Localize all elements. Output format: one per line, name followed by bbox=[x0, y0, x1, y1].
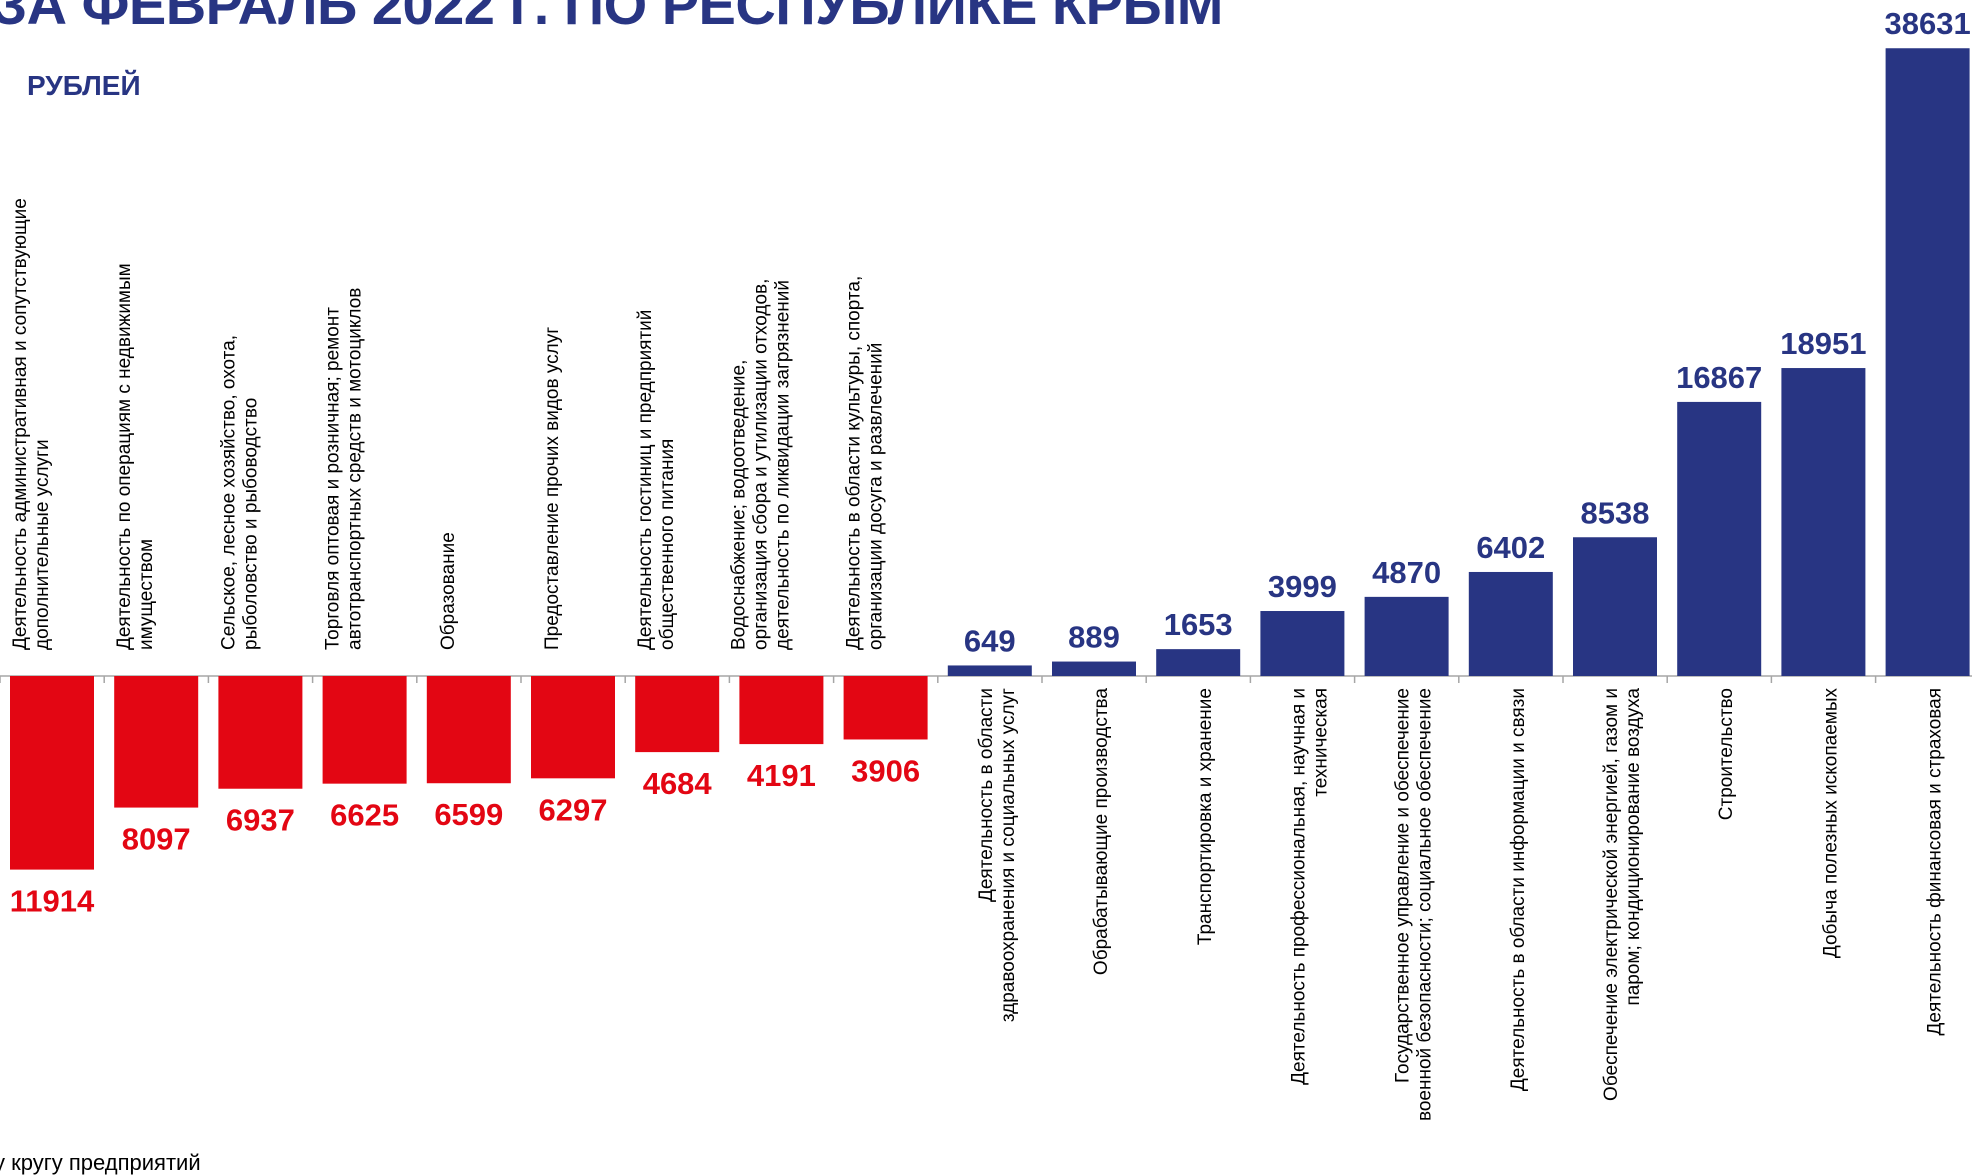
category-label-line: Деятельность в области культуры, спорта, bbox=[844, 276, 865, 650]
data-label: 18951 bbox=[1780, 326, 1866, 361]
category-label-line: автотранспортных средств и мотоциклов bbox=[345, 288, 366, 650]
category-label: Образование bbox=[438, 532, 459, 650]
bar bbox=[322, 676, 407, 784]
bar bbox=[1156, 649, 1241, 676]
data-label: 8538 bbox=[1581, 495, 1650, 530]
category-label-line: Деятельность в области bbox=[976, 688, 997, 902]
data-label: 3906 bbox=[851, 753, 920, 788]
category-label: Обрабатывающие производства bbox=[1091, 688, 1112, 975]
category-label: Сельское, лесное хозяйство, охота, рыболо… bbox=[218, 335, 261, 650]
data-label: 6937 bbox=[226, 803, 295, 838]
category-label-line: имуществом bbox=[136, 539, 157, 650]
data-label: 6599 bbox=[434, 797, 503, 832]
bar bbox=[531, 676, 615, 779]
category-label-line: техническая bbox=[1310, 688, 1331, 797]
category-label-line: Добыча полезных ископаемых bbox=[1820, 688, 1841, 959]
bar bbox=[10, 676, 94, 870]
data-label: 1653 bbox=[1164, 607, 1233, 642]
category-label-line: Деятельность гостиниц и предприятий bbox=[635, 310, 656, 650]
category-label-line: организации досуга и развлечений bbox=[866, 343, 887, 650]
category-label-line: паром; кондиционирование воздуха bbox=[1623, 688, 1644, 1006]
category-label-line: Обрабатывающие производства bbox=[1091, 688, 1112, 975]
category-label-line: Деятельность в области информации и связ… bbox=[1508, 688, 1529, 1091]
bar bbox=[1573, 537, 1657, 676]
data-label: 649 bbox=[964, 623, 1016, 658]
category-label-line: организация сбора и утилизации отходов, bbox=[750, 279, 771, 650]
category-label-line: Водоснабжение; водоотведение, bbox=[728, 360, 749, 650]
category-label-line: Строительство bbox=[1716, 688, 1737, 820]
data-label: 38631 bbox=[1884, 6, 1970, 41]
category-label-line: Предоставление прочих видов услуг bbox=[542, 327, 563, 650]
category-label: Транспортировка и хранение bbox=[1195, 688, 1216, 945]
category-label: Предоставление прочих видов услуг bbox=[542, 327, 563, 650]
category-label: Деятельность финансовая и страховая bbox=[1925, 688, 1946, 1035]
data-label: 8097 bbox=[122, 822, 191, 857]
bar bbox=[1364, 596, 1449, 676]
bar bbox=[114, 676, 199, 808]
category-label-line: общественного питания bbox=[657, 439, 678, 650]
category-label-line: Обеспечение электрической энергией, газо… bbox=[1601, 688, 1622, 1101]
category-label: Строительство bbox=[1716, 688, 1737, 820]
category-label-line: Деятельность по операциям с недвижимым bbox=[114, 263, 135, 650]
data-label: 4191 bbox=[747, 758, 816, 793]
category-label-line: Транспортировка и хранение bbox=[1195, 688, 1216, 945]
data-label: 6297 bbox=[539, 792, 608, 827]
bar bbox=[1260, 611, 1345, 676]
bar bbox=[1885, 48, 1970, 676]
category-label-line: Торговля оптовая и розничная; ремонт bbox=[323, 307, 344, 650]
data-label: 3999 bbox=[1268, 569, 1337, 604]
category-label-line: здравоохранения и социальных услуг bbox=[998, 688, 1019, 1022]
category-label-line: рыболовство и рыбоводство bbox=[240, 398, 261, 650]
chart-subtitle: РУБЛЕЙ bbox=[27, 70, 141, 101]
category-label: Водоснабжение; водоотведение, организация… bbox=[728, 279, 793, 650]
category-label: Торговля оптовая и розничная; ремонт авто… bbox=[323, 288, 366, 650]
category-label: Деятельность гостиниц и предприятий общес… bbox=[635, 310, 678, 650]
category-label: Обеспечение электрической энергией, газо… bbox=[1601, 688, 1644, 1101]
data-label: 6625 bbox=[330, 798, 399, 833]
data-label: 16867 bbox=[1676, 360, 1762, 395]
category-label: Деятельность в области здравоохранения и … bbox=[976, 688, 1019, 1022]
category-label: Деятельность профессиональная, научная и… bbox=[1288, 688, 1331, 1085]
category-label: Деятельность административная и сопутств… bbox=[10, 198, 53, 650]
bar bbox=[1677, 401, 1762, 676]
category-label: Государственное управление и обеспечение… bbox=[1393, 688, 1436, 1121]
category-label-line: Образование bbox=[438, 532, 459, 650]
bar bbox=[1052, 661, 1136, 676]
bar bbox=[218, 676, 303, 789]
category-label-line: Деятельность административная и сопутств… bbox=[10, 198, 31, 650]
data-label: 11914 bbox=[10, 884, 95, 919]
data-label: 6402 bbox=[1476, 530, 1545, 565]
bar bbox=[739, 676, 824, 745]
category-label-line: Деятельность финансовая и страховая bbox=[1925, 688, 1946, 1035]
chart-title: ЗА ФЕВРАЛЬ 2022 Г. ПО РЕСПУБЛИКЕ КРЫМ bbox=[0, 0, 1223, 36]
bar bbox=[1781, 368, 1866, 676]
bar bbox=[1468, 571, 1553, 676]
data-label: 4684 bbox=[643, 766, 713, 801]
data-label: 889 bbox=[1068, 620, 1120, 655]
category-label: Деятельность по операциям с недвижимым им… bbox=[114, 263, 157, 650]
bar bbox=[843, 676, 928, 740]
category-label-line: дополнительные услуги bbox=[32, 439, 53, 650]
data-label: 4870 bbox=[1372, 555, 1441, 590]
bar bbox=[635, 676, 720, 753]
category-label: Деятельность в области культуры, спорта,… bbox=[844, 276, 887, 650]
category-label-line: Деятельность профессиональная, научная и bbox=[1288, 688, 1309, 1085]
bar bbox=[426, 676, 511, 784]
category-label-line: Государственное управление и обеспечение bbox=[1393, 688, 1414, 1083]
category-label: Деятельность в области информации и связ… bbox=[1508, 688, 1529, 1091]
category-label: Добыча полезных ископаемых bbox=[1820, 688, 1841, 959]
footnote: у кругу предприятий bbox=[0, 1150, 201, 1175]
category-label-line: Сельское, лесное хозяйство, охота, bbox=[218, 335, 239, 650]
category-label-line: военной безопасности; социальное обеспеч… bbox=[1415, 688, 1436, 1121]
bar bbox=[947, 665, 1032, 676]
category-label-line: деятельность по ликвидации загрязнений bbox=[772, 280, 793, 650]
